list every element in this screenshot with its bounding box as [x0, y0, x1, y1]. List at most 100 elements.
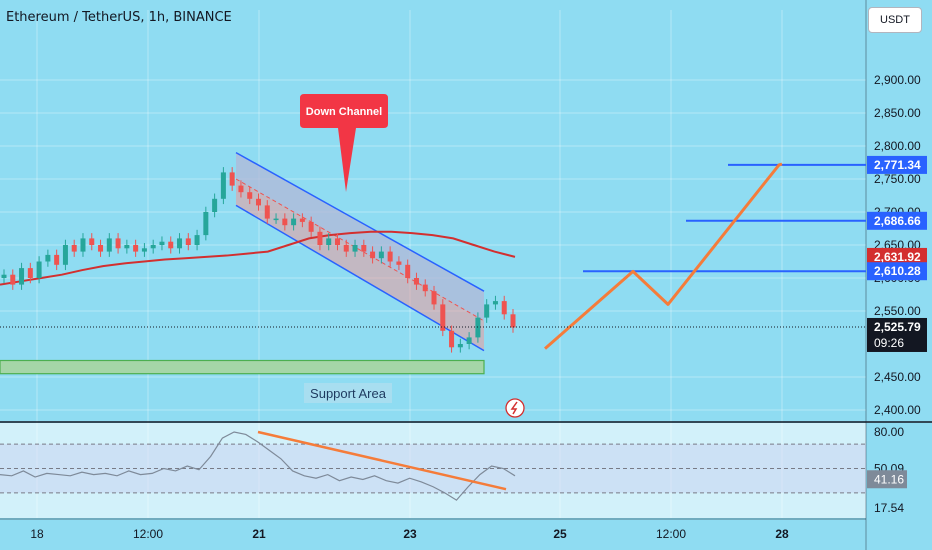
rsi-value-tag — [867, 470, 907, 489]
countdown-label: 09:26 — [874, 336, 904, 350]
candle-body-39 — [343, 245, 349, 252]
candle-body-40 — [352, 245, 358, 252]
candle-body-19 — [168, 241, 174, 249]
projection-path — [544, 162, 783, 350]
price-tag-1: 2,686.66 — [874, 214, 921, 228]
support-zone — [0, 359, 485, 375]
price-tick-7: 2,800.00 — [874, 139, 921, 153]
candle-body-31 — [273, 218, 279, 221]
moving-average-line — [0, 230, 516, 286]
candle-body-0 — [1, 274, 7, 278]
channel-midline — [235, 178, 485, 322]
candle-body-9 — [80, 238, 86, 252]
price-tag-3: 2,610.28 — [874, 264, 921, 278]
candle-body-37 — [326, 238, 332, 245]
price-tag-bg-4 — [867, 317, 927, 352]
time-tick-3: 23 — [403, 527, 417, 541]
price-tag-4: 2,525.79 — [874, 320, 921, 334]
candle-body-23 — [203, 212, 209, 236]
candle-body-14 — [124, 245, 130, 249]
candle-body-46 — [405, 264, 411, 278]
candle-body-11 — [98, 245, 104, 252]
candle-body-53 — [466, 337, 472, 344]
price-tick-9: 2,900.00 — [874, 73, 921, 87]
price-tick-0: 2,400.00 — [874, 403, 921, 417]
candle-body-7 — [62, 245, 68, 265]
candle-body-27 — [238, 185, 244, 193]
candle-body-41 — [361, 245, 367, 252]
chart-title: Ethereum / TetherUS, 1h, BINANCE — [6, 10, 232, 25]
candle-body-10 — [89, 238, 95, 245]
time-tick-2: 21 — [252, 527, 266, 541]
candle-body-30 — [264, 205, 270, 219]
support-label: Support Area — [310, 386, 387, 401]
candle-body-45 — [396, 261, 402, 265]
price-tag-2: 2,631.92 — [874, 250, 921, 264]
time-tick-0: 18 — [30, 527, 44, 541]
candle-body-8 — [71, 245, 77, 252]
candle-body-57 — [501, 301, 507, 315]
candle-body-1 — [10, 274, 16, 285]
candle-body-36 — [317, 231, 323, 245]
candle-body-49 — [431, 291, 437, 305]
candle-body-22 — [194, 235, 200, 245]
price-tag-0: 2,771.34 — [874, 158, 921, 172]
rsi-pane-background — [0, 423, 866, 518]
candle-body-35 — [308, 221, 314, 232]
candle-body-33 — [291, 218, 297, 226]
candle-body-38 — [334, 238, 340, 245]
candle-body-58 — [510, 314, 516, 328]
candle-body-47 — [413, 278, 419, 285]
time-tick-5: 12:00 — [656, 527, 686, 541]
rsi-trendline — [257, 430, 507, 491]
price-tag-bg-0 — [867, 155, 927, 174]
candle-body-25 — [220, 172, 226, 199]
candle-body-42 — [370, 251, 376, 259]
down-channel-label: Down Channel — [306, 106, 382, 118]
candle-body-52 — [457, 344, 463, 348]
channel-upper-line — [235, 151, 485, 292]
currency-selector[interactable]: USDT — [868, 7, 922, 33]
support-label-background — [304, 383, 392, 403]
candle-body-13 — [115, 238, 121, 249]
time-tick-1: 12:00 — [133, 527, 163, 541]
candle-body-50 — [440, 304, 446, 331]
candle-body-28 — [247, 192, 253, 199]
candle-body-44 — [387, 251, 393, 262]
candle-body-3 — [27, 268, 33, 278]
price-tag-bg-1 — [867, 211, 927, 230]
candle-body-24 — [212, 198, 218, 212]
price-tick-1: 2,450.00 — [874, 370, 921, 384]
rsi-tick-3: 17.54 — [874, 501, 904, 515]
rsi-tick-0: 80.00 — [874, 425, 904, 439]
candle-body-16 — [141, 248, 147, 252]
rsi-line — [0, 431, 516, 501]
price-tick-6: 2,750.00 — [874, 172, 921, 186]
candle-body-5 — [45, 254, 51, 262]
candle-body-21 — [185, 238, 191, 245]
time-tick-6: 28 — [775, 527, 789, 541]
candle-body-32 — [282, 218, 288, 226]
candle-body-17 — [150, 245, 156, 249]
down-channel-callout — [300, 94, 388, 192]
price-tick-8: 2,850.00 — [874, 106, 921, 120]
candle-body-29 — [256, 198, 261, 206]
price-tag-bg-2 — [867, 247, 927, 266]
candle-body-18 — [159, 241, 165, 245]
candle-body-2 — [19, 268, 25, 285]
candle-body-56 — [492, 301, 498, 305]
candle-body-15 — [133, 245, 139, 252]
candle-body-34 — [299, 218, 305, 222]
candle-body-43 — [378, 251, 384, 259]
candle-body-48 — [422, 284, 428, 292]
candle-body-26 — [229, 172, 235, 186]
candle-body-6 — [54, 254, 60, 265]
time-tick-4: 25 — [553, 527, 567, 541]
rsi-tick-2: 41.16 — [874, 472, 904, 486]
candle-body-55 — [484, 304, 490, 318]
price-tick-2: 2,550.00 — [874, 304, 921, 318]
candle-body-51 — [449, 330, 455, 348]
candle-body-12 — [106, 238, 112, 252]
